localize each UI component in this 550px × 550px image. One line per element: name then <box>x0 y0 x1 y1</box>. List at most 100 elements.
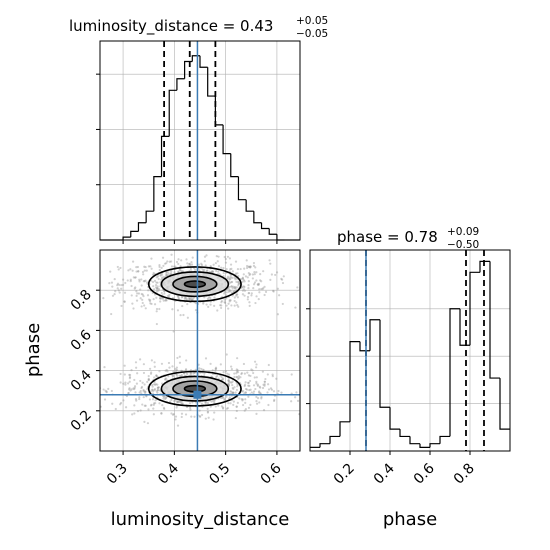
density-sample-point <box>269 278 272 281</box>
density-sample-point <box>194 401 197 404</box>
density-sample-point <box>176 400 179 403</box>
density-sample-point <box>242 285 245 288</box>
density-sample-point <box>135 270 138 273</box>
ld-hist-bar-20 <box>253 211 262 224</box>
density-sample-point <box>255 279 258 282</box>
density-sample-point <box>176 424 180 427</box>
density-sample-point <box>123 291 127 294</box>
density-sample-point <box>248 379 252 383</box>
density-sample-point <box>240 398 243 401</box>
density-sample-point <box>216 309 219 312</box>
density-sample-point <box>181 270 184 273</box>
density-sample-point <box>169 272 173 275</box>
density-sample-point <box>197 263 201 266</box>
density-sample-point <box>142 273 145 276</box>
density-sample-point <box>176 309 180 312</box>
density-sample-point <box>243 392 246 395</box>
density-sample-point <box>154 399 157 402</box>
density-sample-point <box>143 269 146 272</box>
phase-hist-bar-12 <box>429 443 440 448</box>
density-sample-point <box>157 277 160 281</box>
density-sample-point <box>149 298 152 302</box>
density-sample-point <box>144 279 147 282</box>
density-sample-point <box>157 288 161 291</box>
density-sample-point <box>65 270 67 272</box>
density-sample-point <box>193 371 196 375</box>
density-sample-point <box>145 269 148 272</box>
density-sample-point <box>151 388 154 391</box>
density-sample-point <box>209 296 212 300</box>
density-sample-point <box>130 294 133 297</box>
density-sample-point <box>233 372 236 375</box>
density-sample-point <box>236 369 239 372</box>
density-sample-point <box>276 313 279 316</box>
density-sample-point <box>224 257 227 261</box>
density-sample-point <box>159 300 162 303</box>
density-sample-point <box>155 374 158 377</box>
density-sample-point <box>234 416 237 420</box>
density-sample-point <box>247 284 250 287</box>
density-sample-point <box>233 286 236 289</box>
density-sample-point <box>136 265 140 269</box>
density-sample-point <box>164 369 167 372</box>
density-sample-point <box>158 265 161 268</box>
xlabel-phase: phase <box>383 509 437 530</box>
density-sample-point <box>198 414 201 418</box>
density-sample-point <box>211 270 214 273</box>
density-sample-point <box>139 409 142 412</box>
title-phase-sup: +0.09 <box>447 226 479 238</box>
density-sample-point <box>154 286 158 289</box>
density-sample-point <box>180 374 183 377</box>
density-sample-point <box>267 363 270 367</box>
density-sample-point <box>260 280 263 283</box>
density-sample-point <box>108 282 111 285</box>
density-sample-point <box>220 376 223 379</box>
density-sample-point <box>253 360 257 363</box>
density-sample-point <box>227 379 230 382</box>
density-sample-point <box>263 380 266 383</box>
density-sample-point <box>204 264 207 267</box>
density-sample-point <box>249 265 252 268</box>
density-sample-point <box>247 374 250 377</box>
density-sample-point <box>153 376 156 379</box>
density-sample-point <box>237 375 240 378</box>
density-sample-point <box>227 379 230 382</box>
phase-hist-bar-18 <box>489 261 500 379</box>
density-sample-point <box>132 387 135 390</box>
title-phase: phase = 0.78 <box>337 228 438 246</box>
density-sample-point <box>212 418 215 421</box>
density-sample-point <box>143 420 146 423</box>
density-sample-point <box>294 396 297 399</box>
density-sample-point <box>275 271 279 274</box>
density-sample-point <box>220 266 223 269</box>
density-sample-point <box>151 388 154 391</box>
density-sample-point <box>147 378 150 381</box>
density-sample-point <box>262 383 265 386</box>
density-sample-point <box>103 366 106 369</box>
density-sample-point <box>231 391 235 394</box>
density-sample-point <box>270 388 274 391</box>
density-sample-point <box>158 402 161 405</box>
density-sample-point <box>247 280 250 283</box>
density-sample-point <box>250 391 253 394</box>
density-sample-point <box>127 269 130 272</box>
density-sample-point <box>184 413 188 416</box>
density-sample-point <box>194 268 197 271</box>
density-sample-point <box>156 383 159 386</box>
density-sample-point <box>269 387 273 390</box>
density-sample-point <box>220 299 224 303</box>
density-sample-point <box>172 399 176 403</box>
density-sample-point <box>237 377 241 380</box>
density-sample-point <box>139 379 142 383</box>
density-sample-point <box>144 404 147 407</box>
density-sample-point <box>247 406 251 409</box>
top-panel-frame <box>99 40 301 241</box>
density-sample-point <box>234 278 237 281</box>
density-sample-point <box>232 403 235 406</box>
density-sample-point <box>204 357 208 360</box>
density-sample-point <box>255 400 258 403</box>
density-sample-point <box>140 392 143 395</box>
density-sample-point <box>172 265 176 268</box>
density-sample-point <box>149 372 153 375</box>
density-sample-point <box>160 291 163 295</box>
